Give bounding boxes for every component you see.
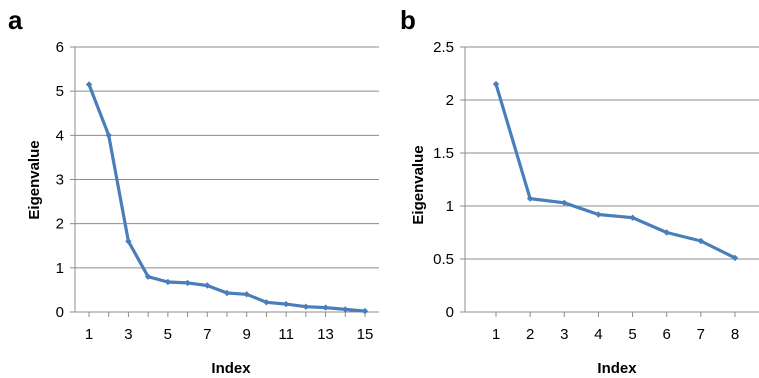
panel-a-data-point bbox=[322, 304, 329, 311]
panel-a-y-tick-label: 5 bbox=[56, 83, 64, 100]
panel-b-y-tick-label: 2 bbox=[446, 92, 454, 109]
panel-b-x-tick-label: 3 bbox=[560, 326, 568, 343]
panel-b-x-tick-label: 2 bbox=[526, 326, 534, 343]
panel-a-data-point bbox=[361, 307, 369, 315]
panel-a-x-tick-label: 15 bbox=[357, 326, 374, 343]
panel-a-y-axis-title: Eigenvalue bbox=[26, 140, 43, 219]
panel-b-data-point bbox=[731, 254, 739, 262]
panel-a-x-tick-label: 5 bbox=[164, 326, 172, 343]
panel-b-y-axis-title: Eigenvalue bbox=[410, 145, 427, 224]
panel-b-gridlines bbox=[465, 46, 759, 260]
panel-b-data-point bbox=[526, 195, 534, 202]
panel-a-x-ticks: 1 3 5 7 9 11 13 15 bbox=[85, 312, 374, 343]
panel-a-x-tick-label: 7 bbox=[203, 326, 211, 343]
panel-b-data-point bbox=[492, 80, 500, 88]
panel-a-data-point bbox=[263, 299, 270, 306]
panel-a-data-point bbox=[243, 291, 250, 298]
panel-b-series bbox=[492, 80, 739, 262]
panel-a-data-point bbox=[85, 81, 93, 88]
panel-a-data-point bbox=[342, 306, 349, 313]
panel-a-y-ticks: 0 1 2 3 4 5 6 bbox=[56, 39, 75, 321]
panel-b-y-tick-label: 0 bbox=[446, 304, 454, 321]
panel-b-y-tick-label: 2.5 bbox=[433, 39, 454, 56]
panel-a-y-tick-label: 0 bbox=[56, 304, 64, 321]
panel-b-x-tick-label: 8 bbox=[731, 326, 739, 343]
panel-a-data-point bbox=[125, 238, 132, 245]
panel-a-x-tick-label: 9 bbox=[243, 326, 251, 343]
panel-b-series-line bbox=[494, 82, 737, 260]
panel-a-x-tick-label: 13 bbox=[317, 326, 334, 343]
panel-a-x-tick-label: 11 bbox=[278, 326, 294, 343]
panel-b-x-tick-label: 4 bbox=[594, 326, 602, 343]
panel-b-x-tick-label: 5 bbox=[628, 326, 636, 343]
panel-a-y-tick-label: 6 bbox=[56, 39, 64, 56]
panel-b-label: b bbox=[400, 5, 416, 35]
panel-a-data-point bbox=[282, 300, 290, 308]
panel-a-data-point bbox=[105, 132, 112, 139]
panel-b-y-tick-label: 1.5 bbox=[433, 145, 454, 162]
panel-a-y-tick-label: 3 bbox=[56, 172, 64, 189]
panel-a-data-point bbox=[164, 278, 172, 286]
panel-b-y-tick-label: 0.5 bbox=[433, 251, 454, 268]
panel-a-x-tick-label: 1 bbox=[85, 326, 93, 343]
panel-b-x-tick-label: 1 bbox=[492, 326, 500, 343]
panel-a-gridlines bbox=[75, 46, 379, 269]
panel-a-data-point bbox=[184, 279, 191, 287]
panel-b-data-point bbox=[697, 237, 705, 245]
panel-a-series-line bbox=[87, 82, 367, 313]
panel-a-data-point bbox=[223, 289, 231, 297]
panel-a-series bbox=[85, 81, 369, 315]
panel-b-axes bbox=[464, 47, 759, 313]
panel-b-data-point bbox=[663, 229, 670, 236]
panel-a-data-point bbox=[302, 303, 310, 310]
panel-b-data-point bbox=[629, 214, 636, 221]
panel-a-label: a bbox=[8, 5, 23, 35]
panel-b-x-tick-label: 7 bbox=[697, 326, 705, 343]
panel-b-x-tick-label: 6 bbox=[663, 326, 671, 343]
panel-a-y-tick-label: 2 bbox=[56, 216, 64, 233]
panel-b-x-ticks: 1 2 3 4 5 6 7 8 bbox=[492, 312, 739, 343]
panel-a-x-tick-label: 3 bbox=[124, 326, 132, 343]
panel-a-data-point bbox=[204, 282, 211, 289]
panel-a-x-axis-title: Index bbox=[211, 360, 251, 377]
panel-b-data-point bbox=[561, 199, 568, 206]
panel-a-y-tick-label: 1 bbox=[56, 260, 64, 277]
panel-a-data-point bbox=[144, 273, 152, 280]
chart-panel-b: b 0 0.5 1 1.5 2 2.5 1 2 3 4 5 6 7 8 Eigenvalue Index bbox=[400, 5, 759, 377]
panel-b-data-point bbox=[595, 211, 602, 218]
panel-b-y-ticks: 0 0.5 1 1.5 2 2.5 bbox=[433, 39, 465, 321]
panel-b-x-axis-title: Index bbox=[597, 360, 637, 377]
panel-a-y-tick-label: 4 bbox=[56, 127, 64, 144]
panel-b-y-tick-label: 1 bbox=[446, 198, 454, 215]
